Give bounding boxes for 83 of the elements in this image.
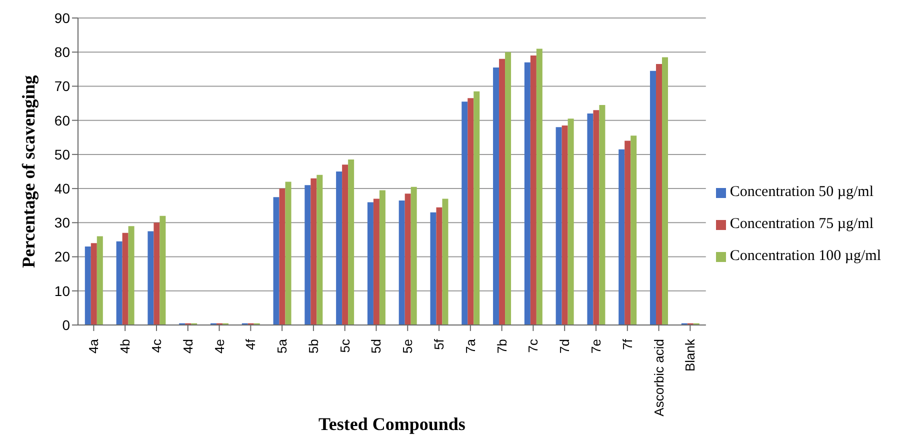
bar bbox=[273, 197, 280, 325]
bar bbox=[556, 127, 562, 325]
legend-label: Concentration 100 µg/ml bbox=[730, 248, 881, 264]
bar bbox=[468, 98, 474, 325]
bar bbox=[530, 56, 536, 325]
y-tick-label: 70 bbox=[54, 78, 70, 94]
bar bbox=[379, 190, 386, 325]
bar bbox=[656, 64, 662, 325]
bar bbox=[505, 52, 512, 325]
x-tick-label: 4a bbox=[86, 338, 102, 354]
y-tick-label: 90 bbox=[54, 10, 70, 26]
x-tick-label: 7d bbox=[557, 339, 572, 354]
bar bbox=[624, 140, 631, 325]
bar bbox=[285, 182, 292, 325]
x-tick-label: 4e bbox=[212, 339, 227, 354]
y-tick-label: 20 bbox=[54, 248, 70, 265]
bar bbox=[90, 243, 97, 325]
bar bbox=[499, 58, 506, 325]
bar bbox=[279, 188, 286, 325]
x-tick-label: Blank bbox=[682, 338, 698, 372]
x-tick-label: 5d bbox=[368, 339, 384, 354]
bar bbox=[474, 91, 480, 325]
y-tick-label: 0 bbox=[62, 316, 70, 333]
legend-label: Concentration 50 µg/ml bbox=[730, 184, 874, 200]
y-tick-label: 80 bbox=[54, 44, 70, 60]
bar bbox=[587, 114, 594, 325]
legend-label: Concentration 75 µg/ml bbox=[730, 216, 874, 232]
x-tick-label: Ascorbic acid bbox=[651, 339, 666, 416]
bar bbox=[373, 198, 380, 325]
bar bbox=[160, 216, 166, 325]
bar bbox=[148, 231, 154, 325]
bar bbox=[662, 57, 668, 325]
x-tick-label: 7c bbox=[526, 338, 541, 353]
bar bbox=[568, 118, 574, 325]
y-axis-title: Percentage of scavenging bbox=[18, 75, 38, 268]
x-tick-label: 4d bbox=[180, 339, 196, 354]
y-tick-label: 10 bbox=[54, 282, 70, 299]
bar bbox=[316, 174, 323, 325]
y-tick-label: 50 bbox=[54, 146, 70, 162]
bar bbox=[410, 186, 417, 325]
x-tick-label: 5c bbox=[337, 338, 352, 353]
bar bbox=[630, 136, 637, 325]
bar bbox=[442, 198, 448, 325]
y-tick-label: 30 bbox=[54, 214, 70, 231]
x-tick-label: 7e bbox=[588, 339, 604, 354]
bar bbox=[404, 194, 411, 325]
x-tick-label: 4c bbox=[148, 338, 164, 353]
bar bbox=[336, 172, 342, 325]
bar bbox=[562, 125, 568, 325]
bar bbox=[436, 207, 442, 325]
bar bbox=[593, 110, 600, 325]
x-tick-label: 5e bbox=[400, 339, 416, 354]
bar bbox=[524, 62, 530, 325]
y-tick-label: 40 bbox=[54, 180, 70, 197]
x-tick-label: 4b bbox=[118, 339, 133, 354]
bar bbox=[96, 236, 103, 325]
bar bbox=[650, 70, 656, 325]
bar bbox=[310, 178, 317, 325]
bar bbox=[128, 226, 134, 325]
bar bbox=[122, 232, 128, 325]
bar bbox=[430, 212, 436, 325]
x-tick-label: 5f bbox=[432, 338, 447, 350]
x-tick-label: 7a bbox=[462, 338, 478, 354]
bar bbox=[493, 67, 500, 325]
x-axis-title: Tested Compounds bbox=[318, 414, 466, 434]
bar bbox=[462, 102, 468, 325]
x-tick-label: 5a bbox=[274, 338, 290, 354]
bar bbox=[304, 185, 311, 325]
bar bbox=[84, 246, 91, 325]
bar bbox=[154, 222, 160, 325]
bar bbox=[398, 200, 405, 325]
bar bbox=[116, 241, 122, 325]
x-tick-label: 7b bbox=[494, 339, 510, 354]
bar bbox=[536, 48, 542, 325]
bar bbox=[367, 202, 374, 325]
bar bbox=[599, 104, 606, 325]
bar bbox=[348, 160, 354, 325]
bar bbox=[618, 149, 625, 325]
x-tick-label: 7f bbox=[620, 338, 635, 350]
x-tick-label: 4f bbox=[243, 338, 258, 350]
y-tick-label: 60 bbox=[54, 112, 70, 128]
x-tick-label: 5b bbox=[306, 339, 321, 354]
bar bbox=[342, 164, 348, 325]
